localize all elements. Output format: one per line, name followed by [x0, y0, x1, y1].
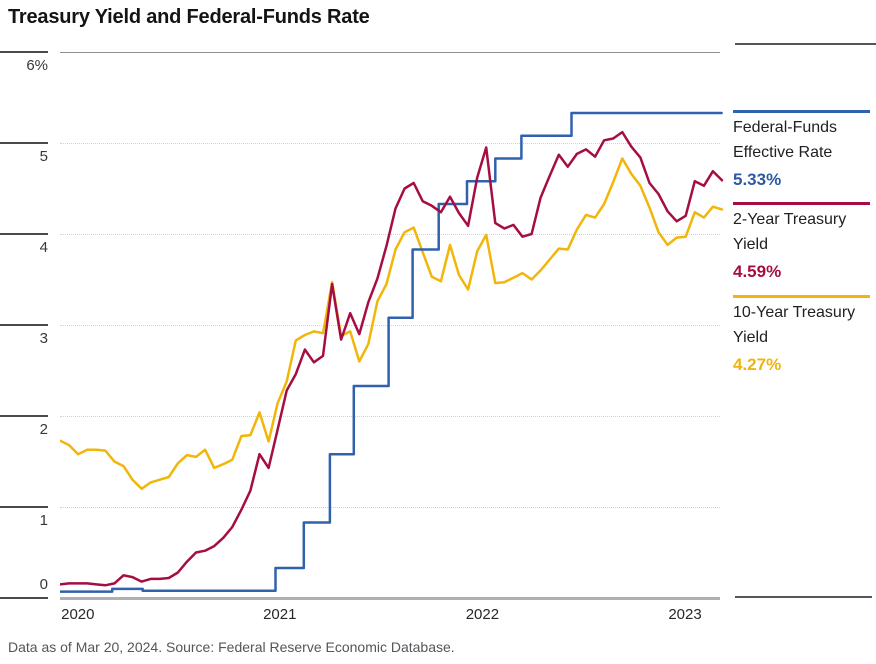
y-axis-label-3: 3	[39, 330, 48, 347]
y-tick-4	[0, 233, 48, 235]
y-tick-2	[0, 415, 48, 417]
legend-value-fed-funds: 5.33%	[733, 170, 782, 189]
y-tick-5	[0, 142, 48, 144]
x-axis-label-2022: 2022	[465, 606, 500, 623]
legend-color-rule-fed-funds	[733, 110, 870, 113]
y-tick-1	[0, 506, 48, 508]
legend-label-line2: Effective Rate	[733, 144, 833, 161]
chart-plot	[60, 111, 724, 593]
series-line-2-year-treasury-yield	[60, 130, 724, 587]
y-axis-label-5: 5	[39, 148, 48, 165]
gridline-1	[60, 507, 720, 508]
legend-label-line1: 10-Year Treasury	[733, 304, 856, 321]
x-axis-label-2021: 2021	[263, 606, 297, 623]
y-tick-3	[0, 324, 48, 326]
y-tick-0	[0, 597, 48, 599]
x-axis-label-2020: 2020	[61, 606, 95, 623]
legend-label-line2: Yield	[733, 236, 768, 253]
series-line-federal-funds-effective-rate	[60, 111, 723, 593]
y-axis-label-1: 1	[39, 512, 48, 529]
chart-title: Treasury Yield and Federal-Funds Rate	[8, 6, 370, 28]
series-line-10-year-treasury-yield	[60, 157, 724, 491]
gridline-2	[60, 416, 720, 417]
y-axis-label-0: 0	[39, 576, 48, 593]
source-footnote: Data as of Mar 20, 2024. Source: Federal…	[8, 639, 455, 655]
y-axis-label-6%: 6%	[26, 57, 48, 74]
legend-label-line1: Federal-Funds	[733, 119, 838, 136]
legend-value-2yr: 4.59%	[733, 262, 782, 281]
top-gridline	[60, 52, 720, 53]
legend-value-10yr: 4.27%	[733, 355, 782, 374]
legend-top-rule	[735, 43, 876, 45]
gridline-5	[60, 143, 720, 144]
legend-label-line1: 2-Year Treasury	[733, 211, 847, 228]
gridline-3	[60, 325, 720, 326]
legend-bottom-rule	[735, 596, 872, 598]
legend-label-line2: Yield	[733, 329, 768, 346]
y-axis-label-2: 2	[39, 421, 48, 438]
x-axis-line	[60, 597, 720, 600]
y-axis-label-4: 4	[39, 239, 48, 256]
legend-color-rule-2yr	[733, 202, 870, 205]
chart-legend: Federal-Funds Effective Rate 5.33% 2-Yea…	[733, 0, 876, 664]
x-axis-label-2023: 2023	[668, 606, 702, 623]
y-tick-6%	[0, 51, 48, 53]
legend-color-rule-10yr	[733, 295, 870, 298]
